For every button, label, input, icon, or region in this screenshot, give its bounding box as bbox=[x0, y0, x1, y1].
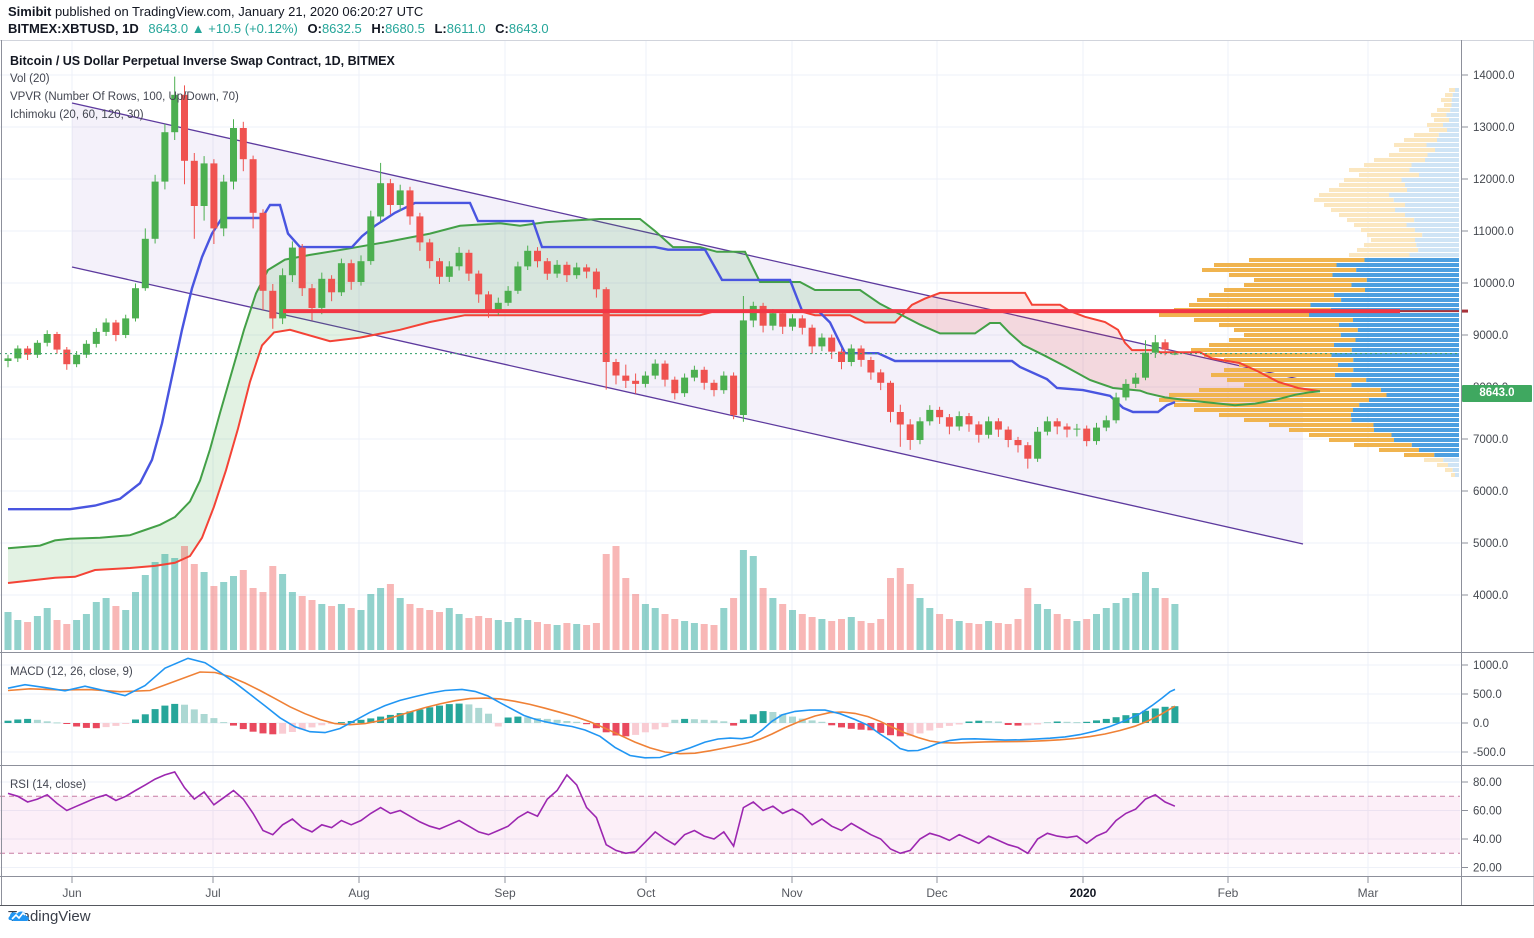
publish-text: published on TradingView.com, January 21… bbox=[51, 4, 424, 19]
svg-text:Jun: Jun bbox=[62, 886, 81, 900]
svg-text:-500.0: -500.0 bbox=[1473, 747, 1506, 759]
open-value: 8632.5 bbox=[321, 21, 362, 36]
svg-text:Jul: Jul bbox=[205, 886, 220, 900]
svg-text:2020: 2020 bbox=[1070, 886, 1097, 900]
open-label: O: bbox=[307, 21, 322, 36]
svg-text:Nov: Nov bbox=[781, 886, 802, 900]
tradingview-logo-text: TradingView bbox=[8, 908, 91, 925]
publish-caption: Simibit published on TradingView.com, Ja… bbox=[8, 4, 423, 19]
high-value: 8680.5 bbox=[385, 21, 425, 36]
svg-text:10000.0: 10000.0 bbox=[1473, 278, 1515, 290]
svg-text:13000.0: 13000.0 bbox=[1473, 122, 1515, 134]
svg-text:Feb: Feb bbox=[1218, 886, 1239, 900]
svg-text:0.0: 0.0 bbox=[1473, 718, 1489, 730]
tradingview-logo-icon bbox=[8, 911, 29, 921]
svg-text:Sep: Sep bbox=[494, 886, 516, 900]
low-value: 8611.0 bbox=[446, 21, 486, 36]
tradingview-logo[interactable]: TradingView bbox=[8, 908, 91, 925]
svg-text:Oct: Oct bbox=[637, 886, 656, 900]
svg-text:14000.0: 14000.0 bbox=[1473, 70, 1515, 82]
low-label: L: bbox=[434, 21, 447, 36]
svg-text:5000.0: 5000.0 bbox=[1473, 538, 1508, 550]
svg-text:Mar: Mar bbox=[1358, 886, 1379, 900]
up-arrow-icon: ▲ bbox=[191, 21, 205, 36]
symbol-ohlc-row: BITMEX:XBTUSD, 1D 8643.0 ▲ +10.5 (+0.12%… bbox=[8, 21, 549, 36]
chart-canvas[interactable]: 14000.0 13000.0 12000.0 11000.0 10000.0 9000.… bbox=[0, 40, 1534, 906]
svg-text:9000.0: 9000.0 bbox=[1473, 330, 1508, 342]
close-value: 8643.0 bbox=[508, 21, 549, 36]
svg-text:Aug: Aug bbox=[348, 886, 369, 900]
svg-text:Dec: Dec bbox=[926, 886, 947, 900]
chart-area[interactable]: 14000.0 13000.0 12000.0 11000.0 10000.0 9000.… bbox=[0, 40, 1534, 906]
last-price-axis-label: 8643.0 bbox=[1462, 385, 1532, 402]
svg-text:40.00: 40.00 bbox=[1473, 834, 1502, 846]
svg-text:80.00: 80.00 bbox=[1473, 777, 1502, 789]
svg-text:11000.0: 11000.0 bbox=[1473, 226, 1514, 238]
author-name: Simibit bbox=[8, 4, 52, 19]
last-price: 8643.0 bbox=[148, 21, 189, 36]
price-scale[interactable] bbox=[1462, 40, 1534, 905]
svg-text:4000.0: 4000.0 bbox=[1473, 590, 1508, 602]
symbol-name[interactable]: BITMEX:XBTUSD, 1D bbox=[8, 21, 139, 36]
svg-text:500.0: 500.0 bbox=[1473, 689, 1502, 701]
svg-text:1000.0: 1000.0 bbox=[1473, 660, 1508, 672]
svg-text:7000.0: 7000.0 bbox=[1473, 434, 1508, 446]
price-change: +10.5 (+0.12%) bbox=[208, 21, 298, 36]
svg-text:12000.0: 12000.0 bbox=[1473, 174, 1515, 186]
svg-text:20.00: 20.00 bbox=[1473, 863, 1502, 875]
svg-text:60.00: 60.00 bbox=[1473, 806, 1502, 818]
svg-text:6000.0: 6000.0 bbox=[1473, 486, 1508, 498]
close-label: C: bbox=[495, 21, 509, 36]
time-scale[interactable] bbox=[0, 877, 1460, 905]
high-label: H: bbox=[371, 21, 386, 36]
